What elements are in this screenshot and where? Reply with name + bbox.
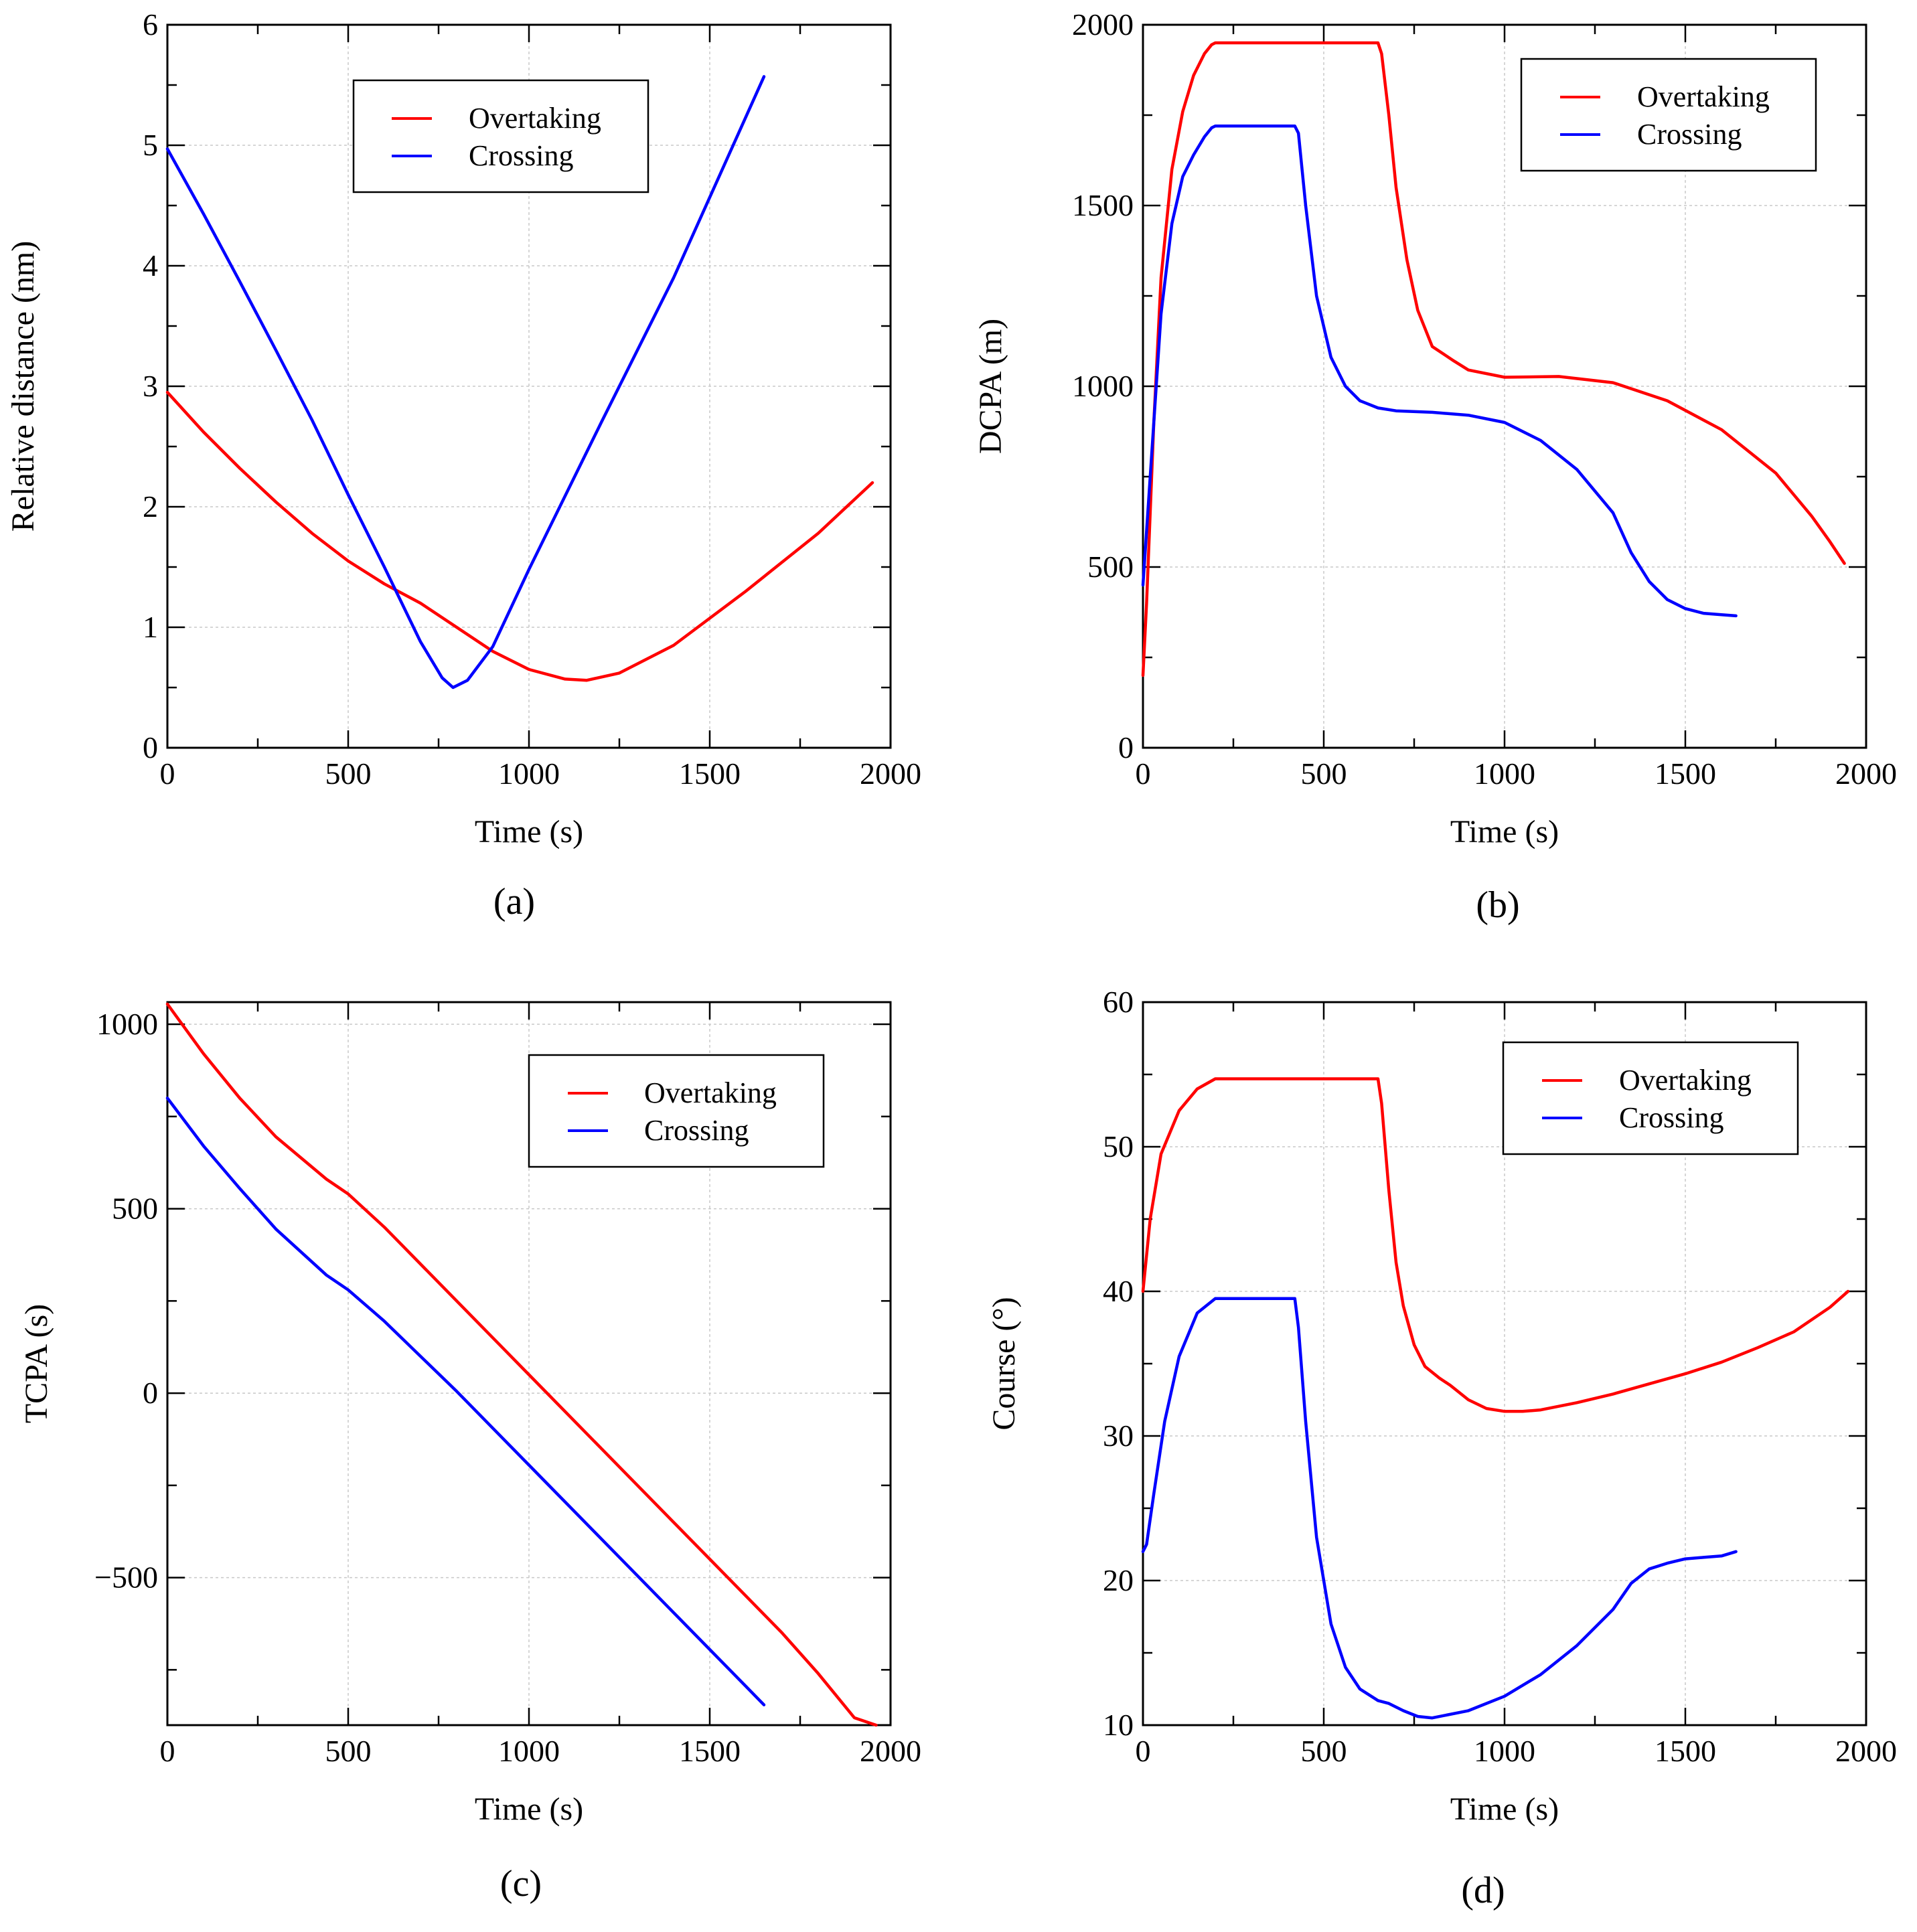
x-tick-label: 1000 — [498, 756, 560, 791]
legend: Overtaking Crossing — [1520, 58, 1817, 172]
x-tick-label: 0 — [1136, 1734, 1151, 1768]
series-line-crossing — [165, 1097, 766, 1706]
y-tick-label: 30 — [1103, 1419, 1134, 1453]
legend: Overtaking Crossing — [1502, 1041, 1799, 1155]
y-tick-label: 1 — [143, 610, 158, 644]
x-tick-label: 1500 — [679, 756, 741, 791]
x-tick-label: 2000 — [860, 756, 921, 791]
series-line-overtaking — [165, 390, 874, 682]
x-tick-label: 0 — [160, 756, 175, 791]
tick-labels: 0 500 1000 1500 2000 10 20 30 40 50 60 — [1103, 985, 1897, 1768]
legend-label-crossing: Crossing — [644, 1114, 749, 1147]
legend-label-overtaking: Overtaking — [644, 1076, 777, 1109]
y-tick-label: 6 — [143, 7, 158, 42]
panel-d: 0 500 1000 1500 2000 10 20 30 40 50 60 Time (s) Co… — [986, 985, 1897, 1911]
x-tick-label: 500 — [325, 1734, 372, 1768]
y-axis-label: DCPA (m) — [973, 319, 1008, 454]
grid — [1143, 25, 1866, 748]
series-line-crossing — [1141, 124, 1738, 618]
legend-label-overtaking: Overtaking — [1619, 1064, 1752, 1097]
x-axis-label: Time (s) — [1450, 1791, 1559, 1827]
y-tick-label: 10 — [1103, 1708, 1134, 1742]
y-tick-label: 2000 — [1072, 7, 1134, 42]
x-axis-label: Time (s) — [1450, 814, 1559, 850]
tick-labels: 0 500 1000 1500 2000 0 1 2 3 4 5 6 — [143, 7, 921, 791]
y-tick-label: −500 — [94, 1560, 158, 1595]
panel-a: 0 500 1000 1500 2000 0 1 2 3 4 5 6 Time (s) Relativ… — [5, 7, 921, 922]
x-tick-label: 500 — [1301, 1734, 1347, 1768]
y-axis-label: Relative distance (nm) — [5, 241, 41, 532]
legend-label-crossing: Crossing — [1619, 1101, 1723, 1134]
x-axis-label: Time (s) — [475, 1791, 583, 1827]
y-tick-label: 2 — [143, 489, 158, 524]
y-tick-label: 0 — [143, 1376, 158, 1410]
y-tick-label: 500 — [112, 1192, 158, 1226]
x-tick-label: 1500 — [679, 1734, 741, 1768]
series — [165, 1002, 878, 1727]
series — [165, 75, 874, 690]
x-tick-label: 500 — [1301, 756, 1347, 791]
y-tick-label: 0 — [143, 730, 158, 764]
legend-label-crossing: Crossing — [469, 139, 573, 172]
ticks — [166, 23, 892, 749]
y-tick-label: 4 — [143, 248, 158, 283]
series-line-crossing — [165, 75, 766, 690]
legend: Overtaking Crossing — [352, 79, 649, 193]
panel-caption: (c) — [500, 1863, 542, 1905]
panel-caption: (b) — [1476, 884, 1519, 926]
panel-b: 0 500 1000 1500 2000 0 500 1000 1500 2000 Time (s… — [973, 7, 1897, 926]
legend-box — [1520, 58, 1817, 172]
y-tick-label: 40 — [1103, 1274, 1134, 1308]
x-tick-label: 0 — [1136, 756, 1151, 791]
x-tick-label: 2000 — [860, 1734, 921, 1768]
panel-caption: (d) — [1461, 1870, 1505, 1911]
series-line-crossing — [1141, 1297, 1738, 1720]
y-tick-label: 1000 — [1072, 369, 1134, 403]
x-tick-label: 2000 — [1835, 756, 1897, 791]
legend-label-overtaking: Overtaking — [1637, 80, 1770, 113]
y-tick-label: 5 — [143, 128, 158, 162]
x-tick-label: 1500 — [1655, 1734, 1716, 1768]
ticks — [166, 1002, 892, 1725]
tick-labels: 0 500 1000 1500 2000 −500 0 500 1000 — [94, 1007, 921, 1768]
x-tick-label: 1000 — [1474, 756, 1535, 791]
x-axis-label: Time (s) — [475, 814, 583, 850]
panel-c: 0 500 1000 1500 2000 −500 0 500 1000 Time (s) TC… — [19, 1001, 921, 1905]
series-line-overtaking — [165, 1002, 878, 1727]
panel-caption: (a) — [493, 881, 535, 922]
x-tick-label: 500 — [325, 756, 372, 791]
y-tick-label: 50 — [1103, 1129, 1134, 1163]
y-tick-label: 3 — [143, 369, 158, 403]
x-tick-label: 1000 — [1474, 1734, 1535, 1768]
y-axis-label: TCPA (s) — [19, 1304, 54, 1423]
legend-box — [1502, 1041, 1799, 1155]
x-tick-label: 1000 — [498, 1734, 560, 1768]
ticks — [1142, 1001, 1867, 1726]
series — [1141, 1077, 1850, 1720]
x-tick-label: 0 — [160, 1734, 175, 1768]
y-axis-label: Course (°) — [986, 1297, 1022, 1430]
series-line-overtaking — [1141, 1077, 1850, 1413]
legend-box — [352, 79, 649, 193]
legend: Overtaking Crossing — [528, 1054, 825, 1168]
legend-label-crossing: Crossing — [1637, 118, 1742, 151]
tick-labels: 0 500 1000 1500 2000 0 500 1000 1500 2000 — [1072, 7, 1897, 791]
y-tick-label: 1000 — [96, 1007, 158, 1041]
y-tick-label: 0 — [1118, 730, 1134, 764]
y-tick-label: 20 — [1103, 1563, 1134, 1597]
ticks — [1142, 23, 1867, 749]
y-tick-label: 60 — [1103, 985, 1134, 1019]
series-line-overtaking — [1141, 41, 1846, 677]
x-tick-label: 1500 — [1655, 756, 1716, 791]
legend-label-overtaking: Overtaking — [469, 102, 601, 135]
y-tick-label: 500 — [1087, 550, 1134, 584]
x-tick-label: 2000 — [1835, 1734, 1897, 1768]
legend-box — [528, 1054, 825, 1168]
y-tick-label: 1500 — [1072, 188, 1134, 222]
series — [1141, 41, 1846, 677]
